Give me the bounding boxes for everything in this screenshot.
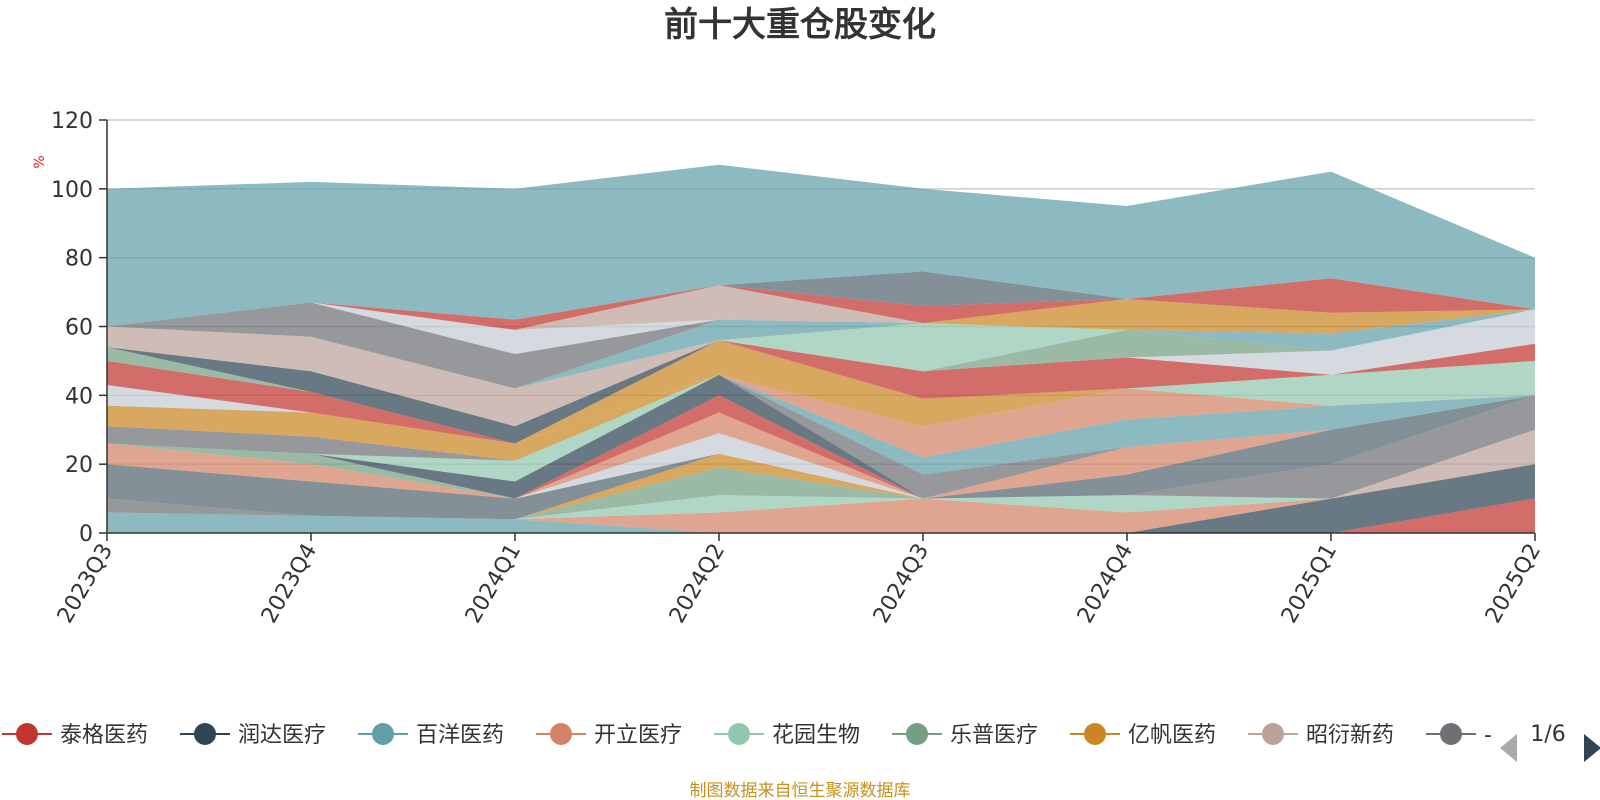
legend-label: 开立医疗 bbox=[594, 723, 682, 748]
x-tick-label: 2025Q2 bbox=[1481, 540, 1546, 628]
legend-pager[interactable]: 1/6 bbox=[1500, 722, 1600, 762]
area-series-24 bbox=[107, 340, 1535, 444]
area-series-3 bbox=[107, 464, 1535, 533]
legend-item[interactable]: 昭衍新药 bbox=[1248, 723, 1394, 748]
area-series-2 bbox=[107, 464, 1535, 533]
legend-circle-icon bbox=[1262, 723, 1284, 745]
area-series-38 bbox=[107, 164, 1535, 327]
y-tick-label: 60 bbox=[65, 316, 93, 341]
area-series-5 bbox=[107, 464, 1535, 520]
area-series-20 bbox=[107, 374, 1535, 458]
area-series-9 bbox=[107, 395, 1535, 520]
area-series-29 bbox=[107, 309, 1535, 389]
area-series-28 bbox=[107, 309, 1535, 427]
area-series-33 bbox=[107, 299, 1535, 354]
legend-item[interactable]: 开立医疗 bbox=[536, 723, 682, 748]
x-tick-label: 2024Q1 bbox=[461, 540, 526, 628]
legend-item[interactable]: 乐普医疗 bbox=[892, 723, 1038, 748]
legend-circle-icon bbox=[194, 723, 216, 745]
area-series-31 bbox=[107, 299, 1535, 389]
y-tick-label: 20 bbox=[65, 453, 93, 478]
area-series-14 bbox=[107, 374, 1535, 499]
legend-circle-icon bbox=[550, 723, 572, 745]
legend-item[interactable]: 百洋医药 bbox=[358, 723, 504, 748]
area-series-23 bbox=[107, 340, 1535, 444]
chart-title: 前十大重仓股变化 bbox=[664, 5, 936, 45]
legend-circle-icon bbox=[906, 723, 928, 745]
y-tick-label: 80 bbox=[65, 247, 93, 272]
x-tick-label: 2023Q4 bbox=[257, 540, 322, 628]
y-tick-labels: 0 20 40 60 80 100 120 bbox=[51, 109, 107, 547]
area-series-11 bbox=[107, 395, 1535, 499]
area-series-35 bbox=[107, 278, 1535, 330]
y-tick-label: 40 bbox=[65, 384, 93, 409]
area-series-12 bbox=[107, 395, 1535, 499]
area-series-30 bbox=[107, 309, 1535, 389]
legend-circle-icon bbox=[1440, 723, 1462, 745]
legend-label: 昭衍新药 bbox=[1306, 723, 1394, 748]
legend-page-indicator: 1/6 bbox=[1530, 722, 1565, 747]
legend-item[interactable]: 泰格医药 bbox=[2, 723, 148, 748]
area-series-17 bbox=[107, 374, 1535, 475]
area-series-26 bbox=[107, 309, 1535, 444]
area-series-32 bbox=[107, 299, 1535, 389]
area-series-34 bbox=[107, 285, 1535, 330]
area-series-8 bbox=[107, 395, 1535, 520]
x-tick-label: 2024Q3 bbox=[869, 540, 934, 628]
x-tick-label: 2024Q4 bbox=[1073, 540, 1138, 628]
y-tick-label: 120 bbox=[51, 109, 93, 134]
legend-label: 百洋医药 bbox=[416, 723, 504, 748]
x-tick-labels: 2023Q3 2023Q4 2024Q1 2024Q2 2024Q3 2024Q4 2025… bbox=[53, 533, 1546, 628]
x-tick-label: 2023Q3 bbox=[53, 540, 118, 628]
legend-label: 花园生物 bbox=[772, 723, 860, 748]
legend[interactable]: 泰格医药 润达医疗 百洋医药 开立医疗 花园生物 乐普医疗 亿帆医药 昭衍新药 - bbox=[2, 723, 1492, 748]
legend-label: 亿帆医药 bbox=[1128, 723, 1216, 748]
area-series-4 bbox=[107, 464, 1535, 520]
legend-label: - bbox=[1484, 723, 1492, 748]
legend-circle-icon bbox=[1084, 723, 1106, 745]
area-series-19 bbox=[107, 374, 1535, 475]
legend-label: 乐普医疗 bbox=[950, 723, 1038, 748]
legend-label: 润达医疗 bbox=[238, 723, 326, 748]
data-source-note: 制图数据来自恒生聚源数据库 bbox=[690, 781, 911, 800]
area-series-0 bbox=[107, 498, 1535, 533]
y-tick-label: 100 bbox=[51, 178, 93, 203]
area-series-group bbox=[107, 164, 1535, 533]
legend-item[interactable]: 亿帆医药 bbox=[1070, 723, 1216, 748]
legend-circle-icon bbox=[728, 723, 750, 745]
area-series-36 bbox=[107, 271, 1535, 327]
legend-item[interactable]: 花园生物 bbox=[714, 723, 860, 748]
area-series-15 bbox=[107, 374, 1535, 499]
next-page-icon[interactable] bbox=[1584, 734, 1600, 762]
legend-item[interactable]: - bbox=[1426, 723, 1492, 748]
x-tick-label: 2024Q2 bbox=[665, 540, 730, 628]
legend-circle-icon bbox=[16, 723, 38, 745]
legend-circle-icon bbox=[372, 723, 394, 745]
legend-item[interactable]: 润达医疗 bbox=[180, 723, 326, 748]
prev-page-icon[interactable] bbox=[1500, 734, 1517, 762]
y-axis-unit: % bbox=[32, 155, 48, 168]
legend-label: 泰格医药 bbox=[60, 723, 148, 748]
x-tick-label: 2025Q1 bbox=[1277, 540, 1342, 628]
y-tick-label: 0 bbox=[79, 522, 93, 547]
